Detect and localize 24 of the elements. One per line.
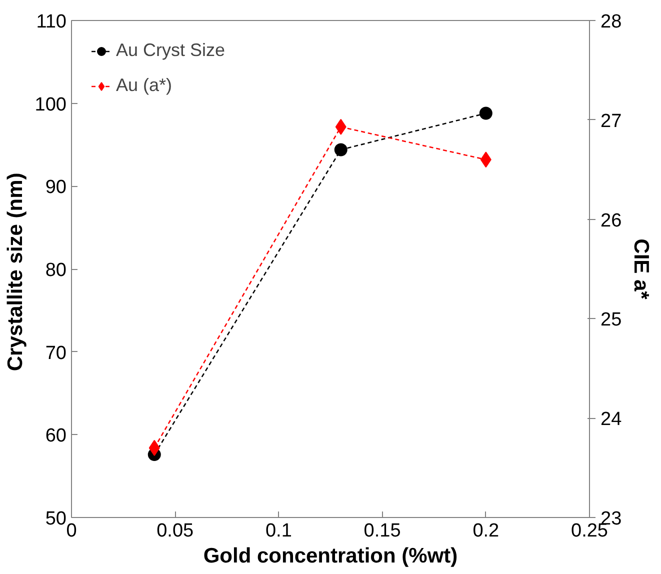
x-tick-label: 0.15 xyxy=(364,520,401,542)
y-tick-label: 80 xyxy=(45,260,67,281)
x-tick-label: 0.05 xyxy=(156,520,194,542)
point xyxy=(479,106,492,120)
y-tick-label: 60 xyxy=(45,426,67,447)
y2-axis-title: CIE a* xyxy=(630,238,653,300)
point xyxy=(334,143,348,156)
legend-label: Au (a*) xyxy=(116,75,172,96)
y2-tick-label: 27 xyxy=(600,110,622,132)
y-tick-label: 70 xyxy=(45,342,67,364)
legend-label: Au Cryst Size xyxy=(116,40,226,61)
x-axis-title: Gold concentration (%wt) xyxy=(203,544,458,568)
y-tick-label: 90 xyxy=(45,177,67,198)
y2-tick-label: 24 xyxy=(600,409,622,430)
y-tick-label: 50 xyxy=(45,508,67,530)
x-tick-label: 0.2 xyxy=(472,520,500,542)
x-tick-label: 0.1 xyxy=(265,520,292,542)
y2-tick-label: 26 xyxy=(600,210,622,232)
y-tick-label: 100 xyxy=(34,94,66,116)
y2-tick-label: 25 xyxy=(600,310,622,331)
y2-tick-label: 28 xyxy=(600,12,622,32)
x-tick-label: 0 xyxy=(66,520,77,542)
y-tick-label: 110 xyxy=(36,12,67,32)
y-axis-title: Crystallite size (nm) xyxy=(4,172,27,372)
